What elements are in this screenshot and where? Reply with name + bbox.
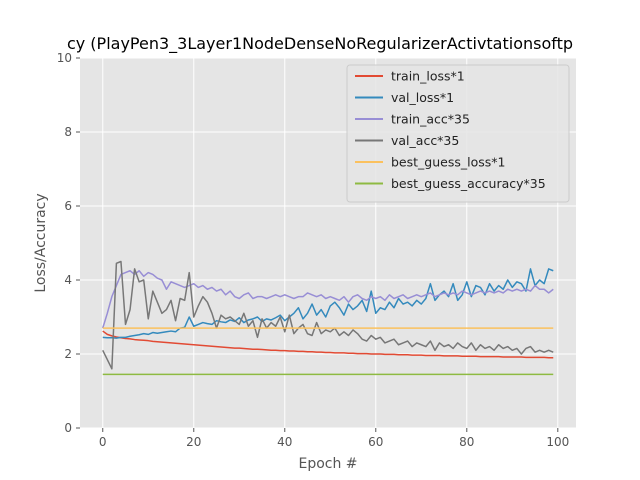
- x-tick-label: 60: [368, 435, 383, 449]
- x-tick-label: 20: [186, 435, 201, 449]
- series-lines: [102, 260, 554, 376]
- legend-label: train_acc*35: [391, 112, 470, 127]
- x-tick-label: 40: [277, 435, 292, 449]
- x-tick-label: 0: [99, 435, 107, 449]
- legend-label: best_guess_loss*1: [391, 155, 505, 170]
- series-line-train-loss-1: [102, 330, 554, 359]
- y-tick-label: 6: [64, 199, 72, 213]
- y-tick-label: 8: [64, 125, 72, 139]
- x-tick-label: 100: [546, 435, 569, 449]
- x-axis: 0 20 40 60 80 100: [99, 428, 569, 449]
- y-tick-label: 2: [64, 347, 72, 361]
- chart-title: cy (PlayPen3_3Layer1NodeDenseNoRegulariz…: [67, 34, 573, 54]
- legend: train_loss*1 val_loss*1 train_acc*35 val_ac…: [346, 64, 570, 203]
- series-line-train-acc-35: [102, 270, 554, 329]
- y-axis-label: Loss/Accuracy: [33, 193, 49, 292]
- legend-box: [346, 64, 570, 203]
- y-axis: 0 2 4 6 8 10: [57, 51, 80, 435]
- legend-label: val_acc*35: [391, 133, 459, 148]
- series-line-val-loss-1: [102, 268, 554, 339]
- y-tick-label: 4: [64, 273, 72, 287]
- y-tick-label: 10: [57, 51, 72, 65]
- series-line-val-acc-35: [102, 260, 554, 370]
- x-tick-label: 80: [459, 435, 474, 449]
- legend-label: train_loss*1: [391, 69, 465, 84]
- legend-label: val_loss*1: [391, 90, 454, 105]
- y-tick-label: 0: [64, 421, 72, 435]
- x-axis-label: Epoch #: [298, 456, 357, 472]
- legend-label: best_guess_accuracy*35: [391, 176, 546, 191]
